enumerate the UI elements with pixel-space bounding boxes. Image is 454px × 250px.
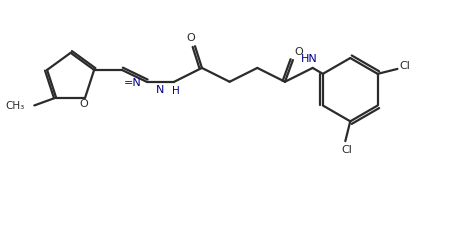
Text: Cl: Cl — [399, 61, 410, 71]
Text: O: O — [295, 47, 303, 57]
Text: =N: =N — [123, 78, 141, 88]
Text: Cl: Cl — [342, 145, 353, 155]
Text: N: N — [156, 85, 165, 95]
Text: CH₃: CH₃ — [5, 102, 25, 112]
Text: O: O — [80, 100, 89, 110]
Text: O: O — [187, 33, 195, 43]
Text: H: H — [173, 86, 180, 96]
Text: HN: HN — [301, 54, 318, 64]
